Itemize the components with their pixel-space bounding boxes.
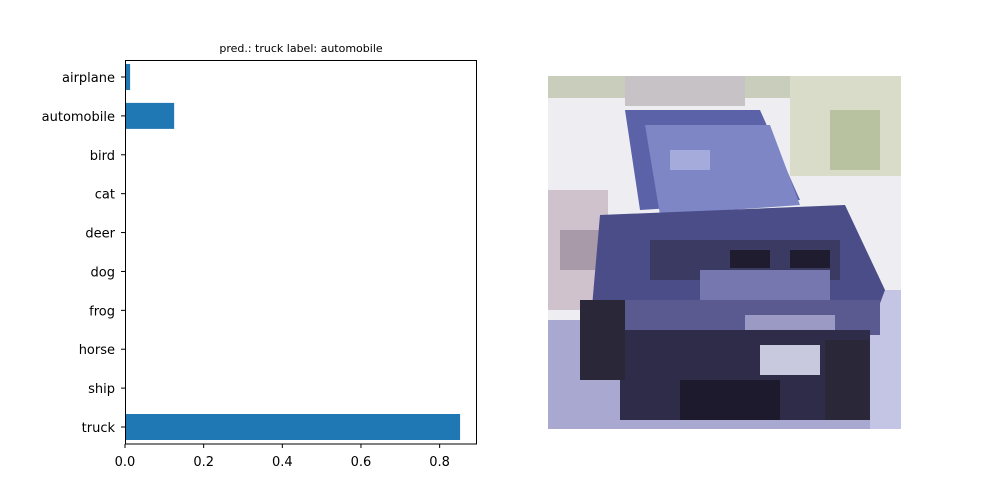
x-tick-label: 0.8 — [429, 455, 450, 470]
y-tick-label: bird — [90, 149, 115, 164]
y-tick-label: dog — [91, 265, 115, 280]
probability-bar-chart: pred.: truck label: automobile airplanea… — [42, 42, 477, 470]
wall-left-dark — [560, 230, 600, 270]
x-axis: 0.0 0.2 0.4 0.6 0.8 — [115, 444, 450, 470]
car-image — [548, 76, 901, 429]
y-tick-label: horse — [79, 343, 115, 358]
car-windshield — [645, 125, 800, 215]
windshield-glare — [670, 150, 710, 170]
y-tick-label: frog — [89, 304, 115, 319]
bar-automobile — [125, 102, 175, 129]
y-tick-label: truck — [82, 421, 116, 436]
y-tick-label: ship — [88, 382, 115, 397]
foliage-right-dark — [830, 110, 880, 170]
input-image-panel — [548, 76, 901, 429]
headlight-left — [730, 250, 770, 268]
y-tick-label: deer — [85, 227, 115, 242]
bar-airplane — [125, 64, 131, 90]
y-axis: airplane automobile bird cat deer dog frog hors… — [42, 71, 125, 436]
plate-area — [760, 345, 820, 375]
wheel-left — [580, 300, 625, 380]
bar-truck — [125, 414, 461, 440]
x-tick-label: 0.4 — [272, 455, 293, 470]
y-tick-label: automobile — [42, 110, 115, 125]
x-tick-label: 0.0 — [115, 455, 136, 470]
headlight-right — [790, 250, 830, 268]
shadow-bottom — [680, 380, 780, 420]
wheel-right — [825, 340, 870, 420]
grille-light — [700, 270, 830, 300]
axes-frame — [125, 60, 477, 445]
x-tick-label: 0.6 — [351, 455, 372, 470]
foliage-top-left — [625, 76, 745, 106]
bumper — [600, 300, 880, 335]
y-tick-label: airplane — [62, 71, 115, 86]
x-tick-label: 0.2 — [193, 455, 214, 470]
plot-area — [125, 60, 477, 444]
chart-title: pred.: truck label: automobile — [219, 42, 383, 55]
y-tick-label: cat — [95, 188, 115, 203]
